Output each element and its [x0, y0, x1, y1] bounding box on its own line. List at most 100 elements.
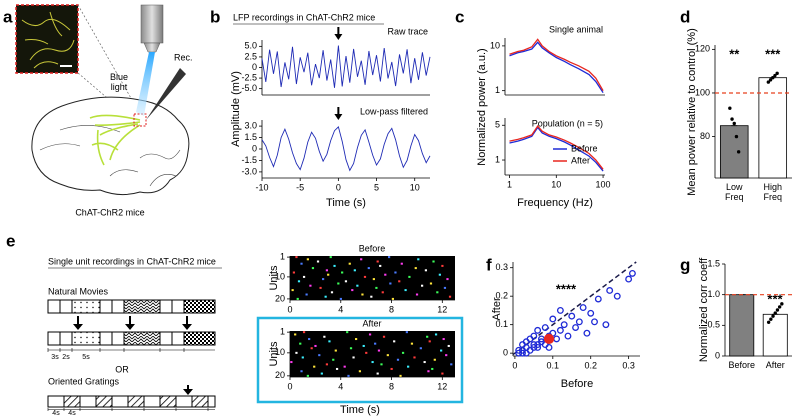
spike	[448, 295, 452, 298]
spike	[325, 269, 329, 272]
stimulus-cell	[159, 299, 173, 314]
x-tick-label: 8	[389, 381, 394, 391]
bar	[762, 313, 788, 357]
spike	[438, 273, 441, 276]
spike	[433, 358, 436, 361]
data-point	[771, 314, 775, 318]
x-tick-label: 5	[374, 182, 379, 192]
x-tick-label: 12	[437, 304, 447, 314]
y-tick-label: 10	[275, 347, 285, 357]
y-tick-label: 3.0	[244, 120, 257, 130]
spike	[436, 291, 439, 294]
chart-title: LFP recordings in ChAT-ChR2 mice	[233, 12, 375, 22]
spike	[299, 342, 302, 345]
data-point	[771, 76, 775, 80]
spike	[348, 262, 351, 265]
y-tick-label: 20	[275, 293, 285, 303]
y-tick-label: 1	[280, 327, 285, 337]
spike	[320, 372, 323, 375]
y-tick-label: -5.0	[241, 83, 257, 93]
chart-title: After	[362, 318, 381, 328]
spike	[355, 338, 358, 341]
spike	[309, 284, 312, 287]
scatter-point	[575, 318, 583, 326]
category-label: Before	[728, 360, 756, 370]
panel-label: g	[680, 255, 690, 274]
zoom-line	[77, 4, 141, 115]
spike	[379, 264, 382, 267]
spike	[297, 280, 301, 283]
y-tick-label: 1	[495, 154, 500, 164]
panel-label: e	[6, 231, 15, 250]
spike	[407, 365, 410, 368]
spike	[337, 282, 340, 285]
spike	[371, 361, 374, 364]
or-label: OR	[115, 364, 129, 374]
spike	[344, 280, 348, 283]
annotation: Population (n = 5)	[532, 118, 603, 128]
duration-label: 4s	[52, 410, 60, 417]
y-tick-label: 0	[503, 348, 508, 358]
spike	[376, 260, 379, 263]
panel-a-diagram	[15, 4, 190, 196]
duration-label: 5s	[82, 354, 90, 361]
stimulus-cell	[111, 331, 125, 346]
annotation: Low-pass filtered	[360, 106, 428, 116]
spike	[313, 365, 316, 368]
category-label: High Freq	[763, 182, 782, 202]
spike	[290, 361, 293, 364]
spike	[405, 331, 408, 334]
scatter-point	[613, 292, 621, 300]
stimulus-cell	[111, 299, 125, 314]
spike	[414, 267, 417, 270]
category-label: After	[765, 360, 785, 370]
x-axis-label: Time (s)	[326, 197, 366, 209]
data-point	[768, 78, 773, 82]
stimulus-cell	[71, 299, 101, 314]
spike	[300, 370, 303, 373]
stimulus-cell	[123, 331, 161, 346]
spike	[375, 286, 378, 289]
stimulus-cell	[123, 299, 161, 314]
x-tick-label: 10	[410, 182, 420, 192]
spike	[401, 351, 405, 354]
spike	[310, 347, 313, 350]
spike	[382, 335, 386, 338]
panel-label: a	[3, 7, 13, 26]
spike	[343, 365, 346, 368]
scatter-point	[572, 324, 580, 331]
spike	[443, 286, 447, 289]
spike	[365, 351, 368, 354]
data-point	[773, 73, 777, 78]
spike	[441, 264, 444, 267]
panel-label: b	[210, 7, 220, 26]
y-axis-label: Units	[268, 265, 280, 291]
data-point	[766, 80, 771, 84]
spike	[351, 289, 354, 292]
spike	[352, 356, 355, 359]
spike	[432, 260, 435, 263]
spike	[311, 267, 315, 270]
x-tick-label: 0	[512, 360, 517, 370]
duration-label: 3s	[51, 354, 59, 361]
x-tick-label: 100	[596, 179, 611, 189]
spike	[349, 347, 353, 350]
spike	[301, 356, 304, 359]
stimulus-cell	[47, 331, 61, 346]
category-label: Low Freq	[724, 182, 744, 202]
y-tick-label: 0	[252, 62, 257, 72]
data-line	[509, 125, 604, 170]
after-highlight-box	[256, 316, 464, 404]
scatter-point	[534, 344, 542, 351]
stimulus-arrow-head	[334, 114, 343, 120]
x-tick-label: 0.3	[622, 360, 635, 370]
stimulus-cell	[59, 299, 73, 314]
data-point	[732, 121, 736, 126]
spike	[421, 284, 424, 287]
significance-label: **	[729, 46, 740, 61]
scatter-point	[579, 304, 587, 312]
spike	[333, 264, 336, 267]
spike	[324, 295, 327, 298]
stimulus-arrow-head	[125, 324, 135, 330]
